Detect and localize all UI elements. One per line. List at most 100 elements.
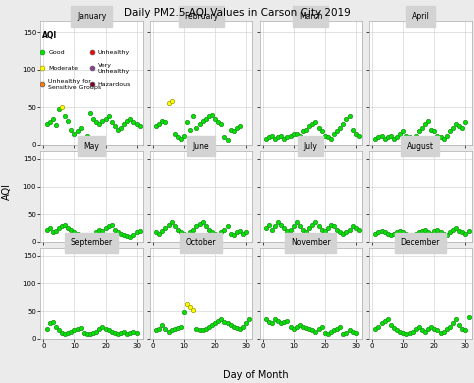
Point <box>80 234 88 241</box>
Point <box>318 227 326 233</box>
Point <box>218 229 225 235</box>
Point <box>458 125 466 131</box>
Point <box>58 103 66 110</box>
Point <box>92 119 100 125</box>
Point <box>400 229 407 235</box>
Point <box>64 330 72 336</box>
Point <box>315 125 322 131</box>
Point <box>268 133 276 139</box>
Point <box>186 127 194 133</box>
Point <box>108 329 116 335</box>
Point <box>162 225 169 231</box>
Point <box>202 116 210 122</box>
Point <box>120 232 128 238</box>
Point <box>52 324 60 330</box>
Point <box>449 227 457 233</box>
Point <box>202 223 210 229</box>
Point <box>111 330 118 336</box>
Point <box>46 320 54 326</box>
Point <box>102 116 109 122</box>
Point <box>183 232 191 238</box>
Point <box>346 327 354 334</box>
Point <box>352 131 360 137</box>
Point <box>127 330 134 336</box>
Point <box>114 331 122 337</box>
Point <box>61 113 69 119</box>
Point <box>421 121 429 127</box>
Point <box>293 219 301 226</box>
Point <box>346 113 354 119</box>
Point <box>236 123 244 129</box>
Point <box>393 229 401 235</box>
Point <box>180 231 188 237</box>
Point <box>415 324 423 330</box>
Text: Daily PM2.5 AQI Values in Carson City 2019: Daily PM2.5 AQI Values in Carson City 20… <box>124 8 350 18</box>
Point <box>152 229 160 235</box>
Point <box>177 324 185 330</box>
Point <box>193 125 201 131</box>
Point <box>180 133 188 139</box>
Point <box>281 319 288 325</box>
Point <box>236 228 244 234</box>
Point <box>86 110 94 116</box>
Point <box>49 116 56 122</box>
Point <box>349 127 356 133</box>
Point <box>127 234 134 241</box>
Point <box>199 327 207 334</box>
Point <box>327 222 335 228</box>
Point <box>165 222 173 228</box>
Point <box>190 113 197 119</box>
Point <box>68 329 75 335</box>
Point <box>409 136 416 142</box>
Point <box>80 136 88 142</box>
Point <box>421 329 429 335</box>
Point <box>133 229 140 235</box>
Point <box>277 320 285 326</box>
Point <box>130 119 137 125</box>
Point <box>205 227 213 233</box>
Title: April: April <box>411 12 429 21</box>
Point <box>46 119 54 125</box>
Point <box>271 223 279 229</box>
Point <box>130 329 137 335</box>
Point <box>77 125 84 131</box>
Point <box>205 324 213 330</box>
Point <box>152 123 160 129</box>
Point <box>64 225 72 231</box>
Point <box>224 320 231 326</box>
Title: July: July <box>304 141 318 151</box>
Point <box>302 229 310 235</box>
Point <box>349 223 356 229</box>
Point <box>421 227 429 233</box>
Point <box>287 227 294 233</box>
Point <box>123 331 131 337</box>
Point <box>372 231 379 237</box>
Text: Hazardous: Hazardous <box>98 82 131 87</box>
Point <box>337 125 344 131</box>
Point <box>271 136 279 142</box>
Point <box>52 228 60 234</box>
Point <box>346 227 354 233</box>
Point <box>430 228 438 234</box>
Point <box>233 325 241 331</box>
Point <box>281 136 288 142</box>
Point <box>330 131 338 137</box>
Point <box>381 229 389 235</box>
Point <box>384 316 392 322</box>
Title: February: February <box>184 12 218 21</box>
Point <box>96 227 103 233</box>
Point <box>446 324 454 330</box>
Point <box>99 118 106 124</box>
Point <box>168 219 175 226</box>
Point <box>311 329 319 335</box>
Point <box>123 233 131 239</box>
Point <box>372 136 379 142</box>
Point <box>186 229 194 235</box>
Point <box>343 330 350 336</box>
Point <box>61 222 69 228</box>
Point <box>111 123 118 129</box>
Point <box>165 329 173 335</box>
Point <box>287 324 294 330</box>
Point <box>165 100 173 106</box>
Point <box>287 133 294 139</box>
